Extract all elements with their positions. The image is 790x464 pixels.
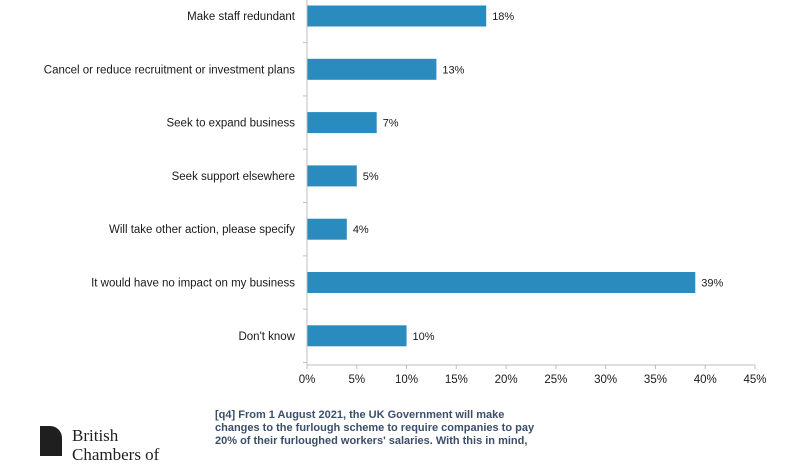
bar-chart: Make staff redundant Cancel or reduce rec…	[44, 0, 767, 386]
data-label: 4%	[353, 224, 369, 236]
data-label: 7%	[383, 118, 399, 130]
brand-logo: British Chambers of	[40, 426, 159, 464]
x-tick-label: 20%	[495, 374, 518, 386]
note-line-3: 20% of their furloughed workers' salarie…	[215, 435, 528, 447]
data-label: 39%	[701, 278, 723, 290]
bar	[307, 218, 347, 240]
note-line-2: changes to the furlough scheme to requir…	[215, 422, 535, 434]
logo-text-line1: British	[72, 426, 119, 445]
x-tick-label: 0%	[299, 374, 316, 386]
bar	[307, 325, 407, 347]
bars-layer	[307, 5, 696, 347]
x-tick-label: 35%	[644, 374, 667, 386]
question-note: [q4] From 1 August 2021, the UK Governme…	[215, 409, 575, 448]
category-label: It would have no impact on my business	[91, 278, 295, 290]
x-axis-ticks: 0% 5% 10% 15% 20% 25% 30% 35% 40% 45%	[299, 365, 767, 386]
category-label: Will take other action, please specify	[109, 224, 295, 236]
logo-text: British Chambers of	[72, 426, 159, 464]
x-tick-label: 30%	[594, 374, 617, 386]
data-label: 13%	[442, 64, 464, 76]
category-label: Make staff redundant	[187, 11, 296, 23]
x-tick-label: 45%	[743, 374, 766, 386]
category-label: Seek to expand business	[166, 118, 295, 130]
category-label: Cancel or reduce recruitment or investme…	[44, 64, 295, 76]
x-tick-label: 15%	[445, 374, 468, 386]
data-label: 10%	[413, 331, 435, 343]
x-tick-label: 5%	[348, 374, 365, 386]
bar	[307, 58, 437, 80]
bar	[307, 5, 487, 27]
data-label: 5%	[363, 171, 379, 183]
bar	[307, 165, 357, 187]
note-line-1: [q4] From 1 August 2021, the UK Governme…	[215, 409, 505, 421]
x-tick-label: 10%	[395, 374, 418, 386]
x-tick-label: 40%	[694, 374, 717, 386]
data-labels: 18% 13% 7% 5% 4% 39% 10%	[353, 11, 724, 343]
category-labels: Make staff redundant Cancel or reduce rec…	[44, 11, 296, 343]
x-tick-label: 25%	[544, 374, 567, 386]
logo-mark-icon	[40, 426, 62, 456]
category-label: Seek support elsewhere	[172, 171, 295, 183]
bar	[307, 272, 696, 293]
category-label: Don't know	[238, 331, 295, 343]
logo-text-line2: Chambers of	[72, 445, 160, 464]
bar	[307, 112, 377, 134]
data-label: 18%	[492, 11, 514, 23]
y-axis-ticks	[303, 42, 307, 363]
